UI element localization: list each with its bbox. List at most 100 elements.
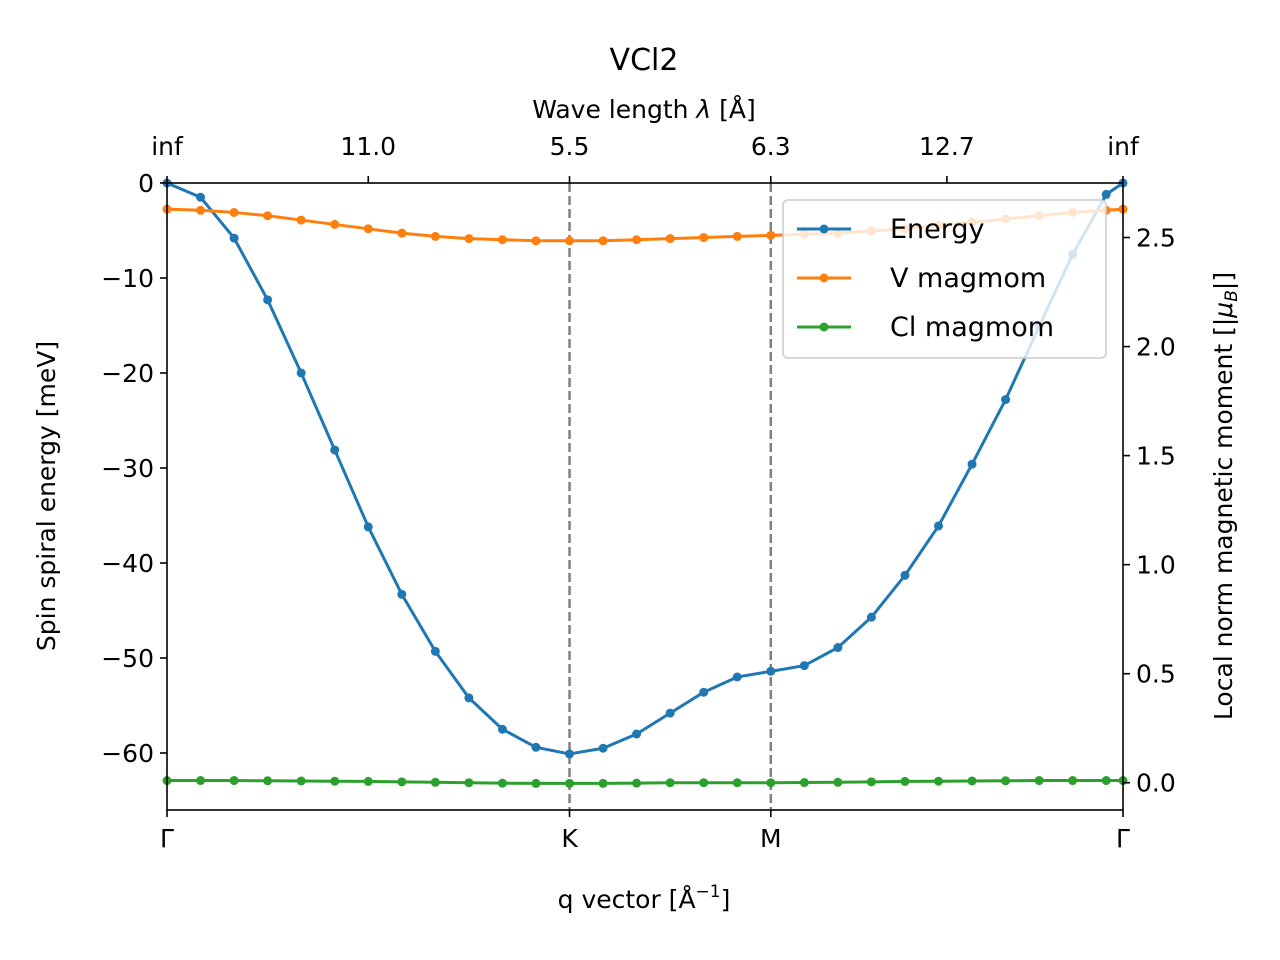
energy-point xyxy=(866,612,876,622)
energy-point xyxy=(934,521,944,531)
v-magmom-point xyxy=(531,236,541,246)
y-tick-label: −40 xyxy=(101,549,154,578)
energy-point xyxy=(464,693,474,703)
y2-tick-label: 0.5 xyxy=(1136,660,1176,689)
legend-v-magmom-marker xyxy=(819,273,829,283)
v-magmom-point xyxy=(464,234,474,244)
y-tick-label: −20 xyxy=(101,359,154,388)
cl-magmom-point xyxy=(866,777,876,787)
legend-v-magmom-label: V magmom xyxy=(890,263,1046,294)
x-tick-label: M xyxy=(760,824,782,853)
v-magmom-point xyxy=(699,233,709,243)
energy-point xyxy=(833,643,843,653)
energy-point xyxy=(967,459,977,469)
y-tick-label: −50 xyxy=(101,644,154,673)
cl-magmom-point xyxy=(699,778,709,788)
y2-tick-label: 2.0 xyxy=(1136,333,1176,362)
energy-point xyxy=(397,589,407,599)
energy-point xyxy=(363,522,373,532)
cl-magmom-point xyxy=(598,778,608,788)
top-x-tick-label: inf xyxy=(1107,132,1140,161)
v-magmom-point xyxy=(732,231,742,241)
top-x-axis-label: Wave length λ [Å] xyxy=(532,95,756,124)
legend-cl-magmom-marker xyxy=(819,322,829,332)
cl-magmom-point xyxy=(330,776,340,786)
energy-point xyxy=(330,445,340,455)
cl-magmom-point xyxy=(531,778,541,788)
x-tick-label: K xyxy=(561,824,578,853)
energy-point xyxy=(1101,189,1111,199)
energy-point xyxy=(632,729,642,739)
v-magmom-point xyxy=(430,231,440,241)
energy-point xyxy=(799,661,809,671)
cl-magmom-point xyxy=(196,776,206,786)
top-x-tick-label: 12.7 xyxy=(919,132,975,161)
y-tick-label: −30 xyxy=(101,454,154,483)
energy-point xyxy=(699,687,709,697)
cl-magmom-point xyxy=(665,778,675,788)
cl-magmom-point xyxy=(1101,776,1111,786)
cl-magmom-point xyxy=(934,776,944,786)
cl-magmom-point xyxy=(263,776,273,786)
y2-tick-label: 1.0 xyxy=(1136,551,1176,580)
v-magmom-point xyxy=(598,236,608,246)
v-magmom-point xyxy=(263,211,273,221)
y2-axis-label-symbol: μ xyxy=(1209,302,1238,319)
energy-point xyxy=(732,672,742,682)
top-x-axis-label-symbol: λ xyxy=(694,95,711,124)
y-tick-label: −10 xyxy=(101,264,154,293)
cl-magmom-point xyxy=(397,777,407,787)
y-tick-label: 0 xyxy=(138,169,154,198)
cl-magmom-point xyxy=(1001,776,1011,786)
x-tick-label: Γ xyxy=(160,824,174,853)
cl-magmom-point xyxy=(497,778,507,788)
energy-point xyxy=(497,724,507,734)
x-axis-label-end: ] xyxy=(721,885,731,914)
v-magmom-point xyxy=(565,236,575,246)
v-magmom-point xyxy=(497,235,507,245)
chart-title: VCl2 xyxy=(610,43,679,78)
top-x-axis-label-pre: Wave length xyxy=(532,95,696,124)
x-axis-label-superscript: −1 xyxy=(696,882,721,902)
v-magmom-point xyxy=(363,224,373,234)
energy-point xyxy=(229,233,239,243)
top-x-tick-label: 5.5 xyxy=(550,132,590,161)
legend-energy-marker xyxy=(819,224,829,234)
y2-axis-label-post: |] xyxy=(1209,272,1238,290)
energy-point xyxy=(196,192,206,202)
cl-magmom-point xyxy=(732,778,742,788)
cl-magmom-point xyxy=(464,778,474,788)
cl-magmom-point xyxy=(900,776,910,786)
v-magmom-point xyxy=(397,228,407,238)
y-tick-label: −60 xyxy=(101,739,154,768)
cl-magmom-point xyxy=(632,778,642,788)
energy-line xyxy=(166,181,1124,756)
cl-magmom-point xyxy=(967,776,977,786)
cl-magmom-line xyxy=(167,779,1123,785)
v-magmom-point xyxy=(632,235,642,245)
cl-magmom-point xyxy=(363,776,373,786)
cl-magmom-point xyxy=(1034,776,1044,786)
top-x-axis-label-post: [Å] xyxy=(711,95,756,124)
top-x-tick-label: 11.0 xyxy=(340,132,396,161)
legend-box xyxy=(782,199,1107,359)
energy-point xyxy=(531,742,541,752)
cl-magmom-point xyxy=(229,776,239,786)
y-axis-label: Spin spiral energy [meV] xyxy=(32,341,61,651)
cl-magmom-point xyxy=(430,777,440,787)
x-axis-label-main: q vector [Å xyxy=(558,885,696,914)
x-axis-label: q vector [Å−1] xyxy=(558,882,731,914)
x-tick-label: Γ xyxy=(1116,824,1130,853)
energy-point xyxy=(430,646,440,656)
y2-axis-label: Local norm magnetic moment [|μB|] xyxy=(1209,272,1242,720)
energy-point xyxy=(766,666,776,676)
cl-magmom-point xyxy=(766,778,776,788)
energy-point xyxy=(296,368,306,378)
v-magmom-point xyxy=(665,234,675,244)
v-magmom-point xyxy=(196,205,206,215)
top-x-tick-label: 6.3 xyxy=(751,132,791,161)
cl-magmom-point xyxy=(833,777,843,787)
